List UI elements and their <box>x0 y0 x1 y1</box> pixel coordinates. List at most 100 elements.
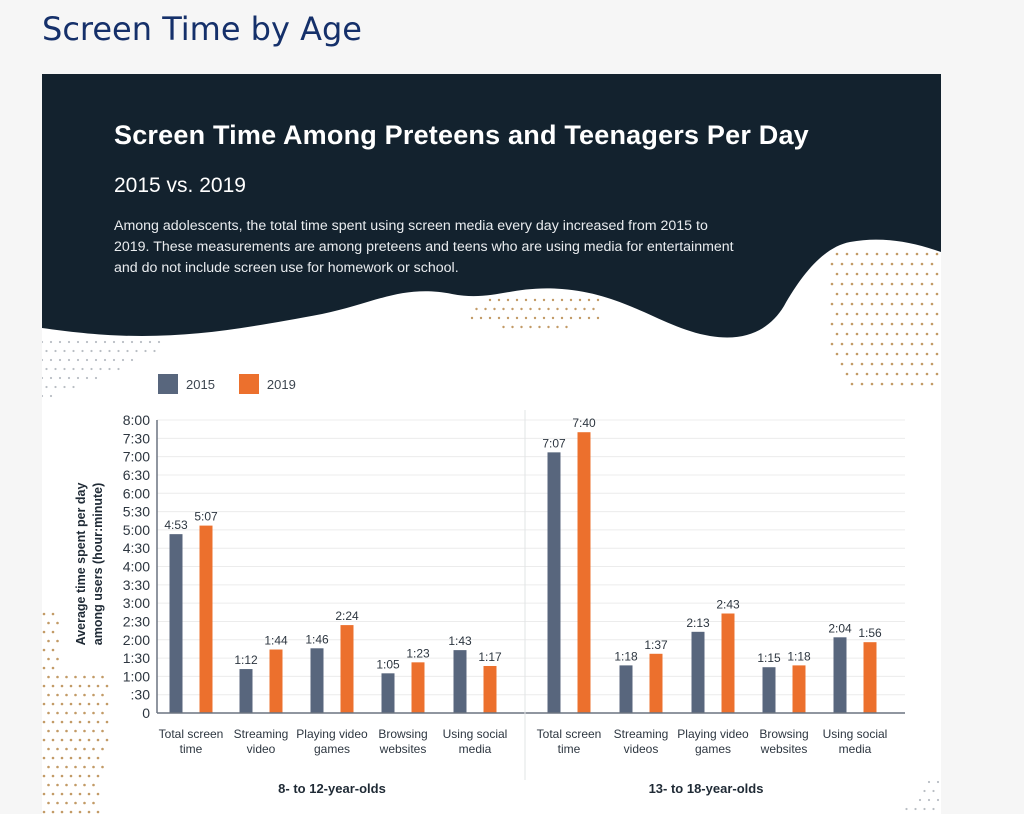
decorative-dot <box>565 307 568 311</box>
decorative-dot <box>905 272 909 276</box>
decorative-dot <box>560 298 564 302</box>
decorative-dot <box>915 252 919 256</box>
decorative-dot <box>90 367 93 371</box>
decorative-dot <box>85 376 89 380</box>
y-tick-label: 1:00 <box>123 668 150 684</box>
decorative-dot <box>60 756 64 760</box>
decorative-dot <box>875 352 879 356</box>
decorative-dot <box>42 702 46 706</box>
infographic-subtitle: 2015 vs. 2019 <box>114 174 246 197</box>
decorative-dot <box>542 298 546 302</box>
decorative-dot <box>83 711 86 715</box>
decorative-dot <box>905 807 908 811</box>
decorative-dot <box>875 292 879 296</box>
decorative-dot <box>56 783 59 787</box>
decorative-dot <box>935 352 939 356</box>
category-label: time <box>558 742 581 756</box>
decorative-dot <box>60 738 64 742</box>
bar-2019 <box>483 665 497 713</box>
decorative-dot <box>54 367 57 371</box>
bar-value-label: 7:40 <box>572 416 596 430</box>
decorative-dot <box>67 340 71 344</box>
bar-2019 <box>863 642 877 713</box>
decorative-dot <box>108 349 111 353</box>
bar-value-label: 5:07 <box>194 510 218 524</box>
decorative-dot <box>90 349 93 353</box>
decorative-dot <box>885 252 889 256</box>
decorative-dot <box>840 302 844 306</box>
decorative-dot <box>905 372 909 376</box>
decorative-dot <box>915 272 919 276</box>
decorative-dot <box>547 307 550 311</box>
decorative-dot <box>83 693 86 697</box>
decorative-dot <box>835 352 839 356</box>
decorative-dot <box>92 675 95 679</box>
decorative-dot <box>92 765 95 769</box>
decorative-dot <box>885 372 889 376</box>
decorative-dot <box>47 711 50 715</box>
decorative-dot <box>63 367 66 371</box>
decorative-dot <box>72 349 75 353</box>
decorative-dot <box>935 252 939 256</box>
header-wave-shape <box>42 74 941 338</box>
decorative-dot <box>520 325 523 329</box>
decorative-dot <box>910 322 914 326</box>
bar-2019 <box>721 613 735 713</box>
decorative-dot <box>506 298 510 302</box>
decorative-dot <box>533 298 537 302</box>
decorative-dot <box>65 711 68 715</box>
decorative-dot <box>925 272 929 276</box>
category-label: games <box>314 742 350 756</box>
decorative-dot <box>83 801 86 805</box>
decorative-dot <box>920 302 924 306</box>
decorative-dot <box>905 332 909 336</box>
bar-2015 <box>619 665 633 713</box>
decorative-dot <box>56 639 59 643</box>
decorative-dot <box>49 340 53 344</box>
decorative-dot <box>76 340 80 344</box>
decorative-dot <box>850 282 854 286</box>
decorative-dot <box>905 252 909 256</box>
decorative-dot <box>865 332 869 336</box>
decorative-dot <box>900 362 904 366</box>
decorative-dot <box>583 307 586 311</box>
decorative-dot <box>865 372 869 376</box>
decorative-dot <box>569 298 573 302</box>
decorative-dot <box>870 262 874 266</box>
decorative-dot <box>835 252 839 256</box>
decorative-dot <box>905 312 909 316</box>
decorative-dot <box>47 729 50 733</box>
decorative-dot <box>880 382 884 386</box>
decorative-dot <box>51 810 55 814</box>
decorative-dot <box>935 372 939 376</box>
bar-2015 <box>691 631 705 713</box>
decorative-dot <box>101 675 104 679</box>
decorative-dot <box>920 382 924 386</box>
decorative-dot <box>905 352 909 356</box>
chart-value-labels: 4:53 5:07 1:12 1:44 1:46 2:24 1:05 1:23 1:43 1:17… <box>164 416 882 671</box>
category-label: Streaming <box>234 727 289 741</box>
decorative-dot <box>840 362 844 366</box>
decorative-dot <box>65 747 68 751</box>
category-label: media <box>459 742 492 756</box>
decorative-dot <box>920 282 924 286</box>
decorative-dot <box>927 780 931 784</box>
decorative-dot <box>542 316 546 320</box>
decorative-dot <box>860 342 864 346</box>
decorative-dot <box>74 783 77 787</box>
decorative-dot <box>47 801 50 805</box>
decorative-dot <box>930 382 934 386</box>
decorative-dot <box>551 316 555 320</box>
decorative-dot <box>121 340 125 344</box>
bar-value-label: 1:18 <box>614 649 638 663</box>
decorative-dot <box>885 352 889 356</box>
decorative-dot <box>83 783 86 787</box>
decorative-dot <box>538 307 541 311</box>
decorative-dot <box>930 322 934 326</box>
decorative-dot <box>930 282 934 286</box>
decorative-dot <box>905 292 909 296</box>
decorative-dot <box>69 774 73 778</box>
decorative-dot <box>875 372 879 376</box>
decorative-dot <box>69 720 73 724</box>
decorative-dot <box>915 312 919 316</box>
